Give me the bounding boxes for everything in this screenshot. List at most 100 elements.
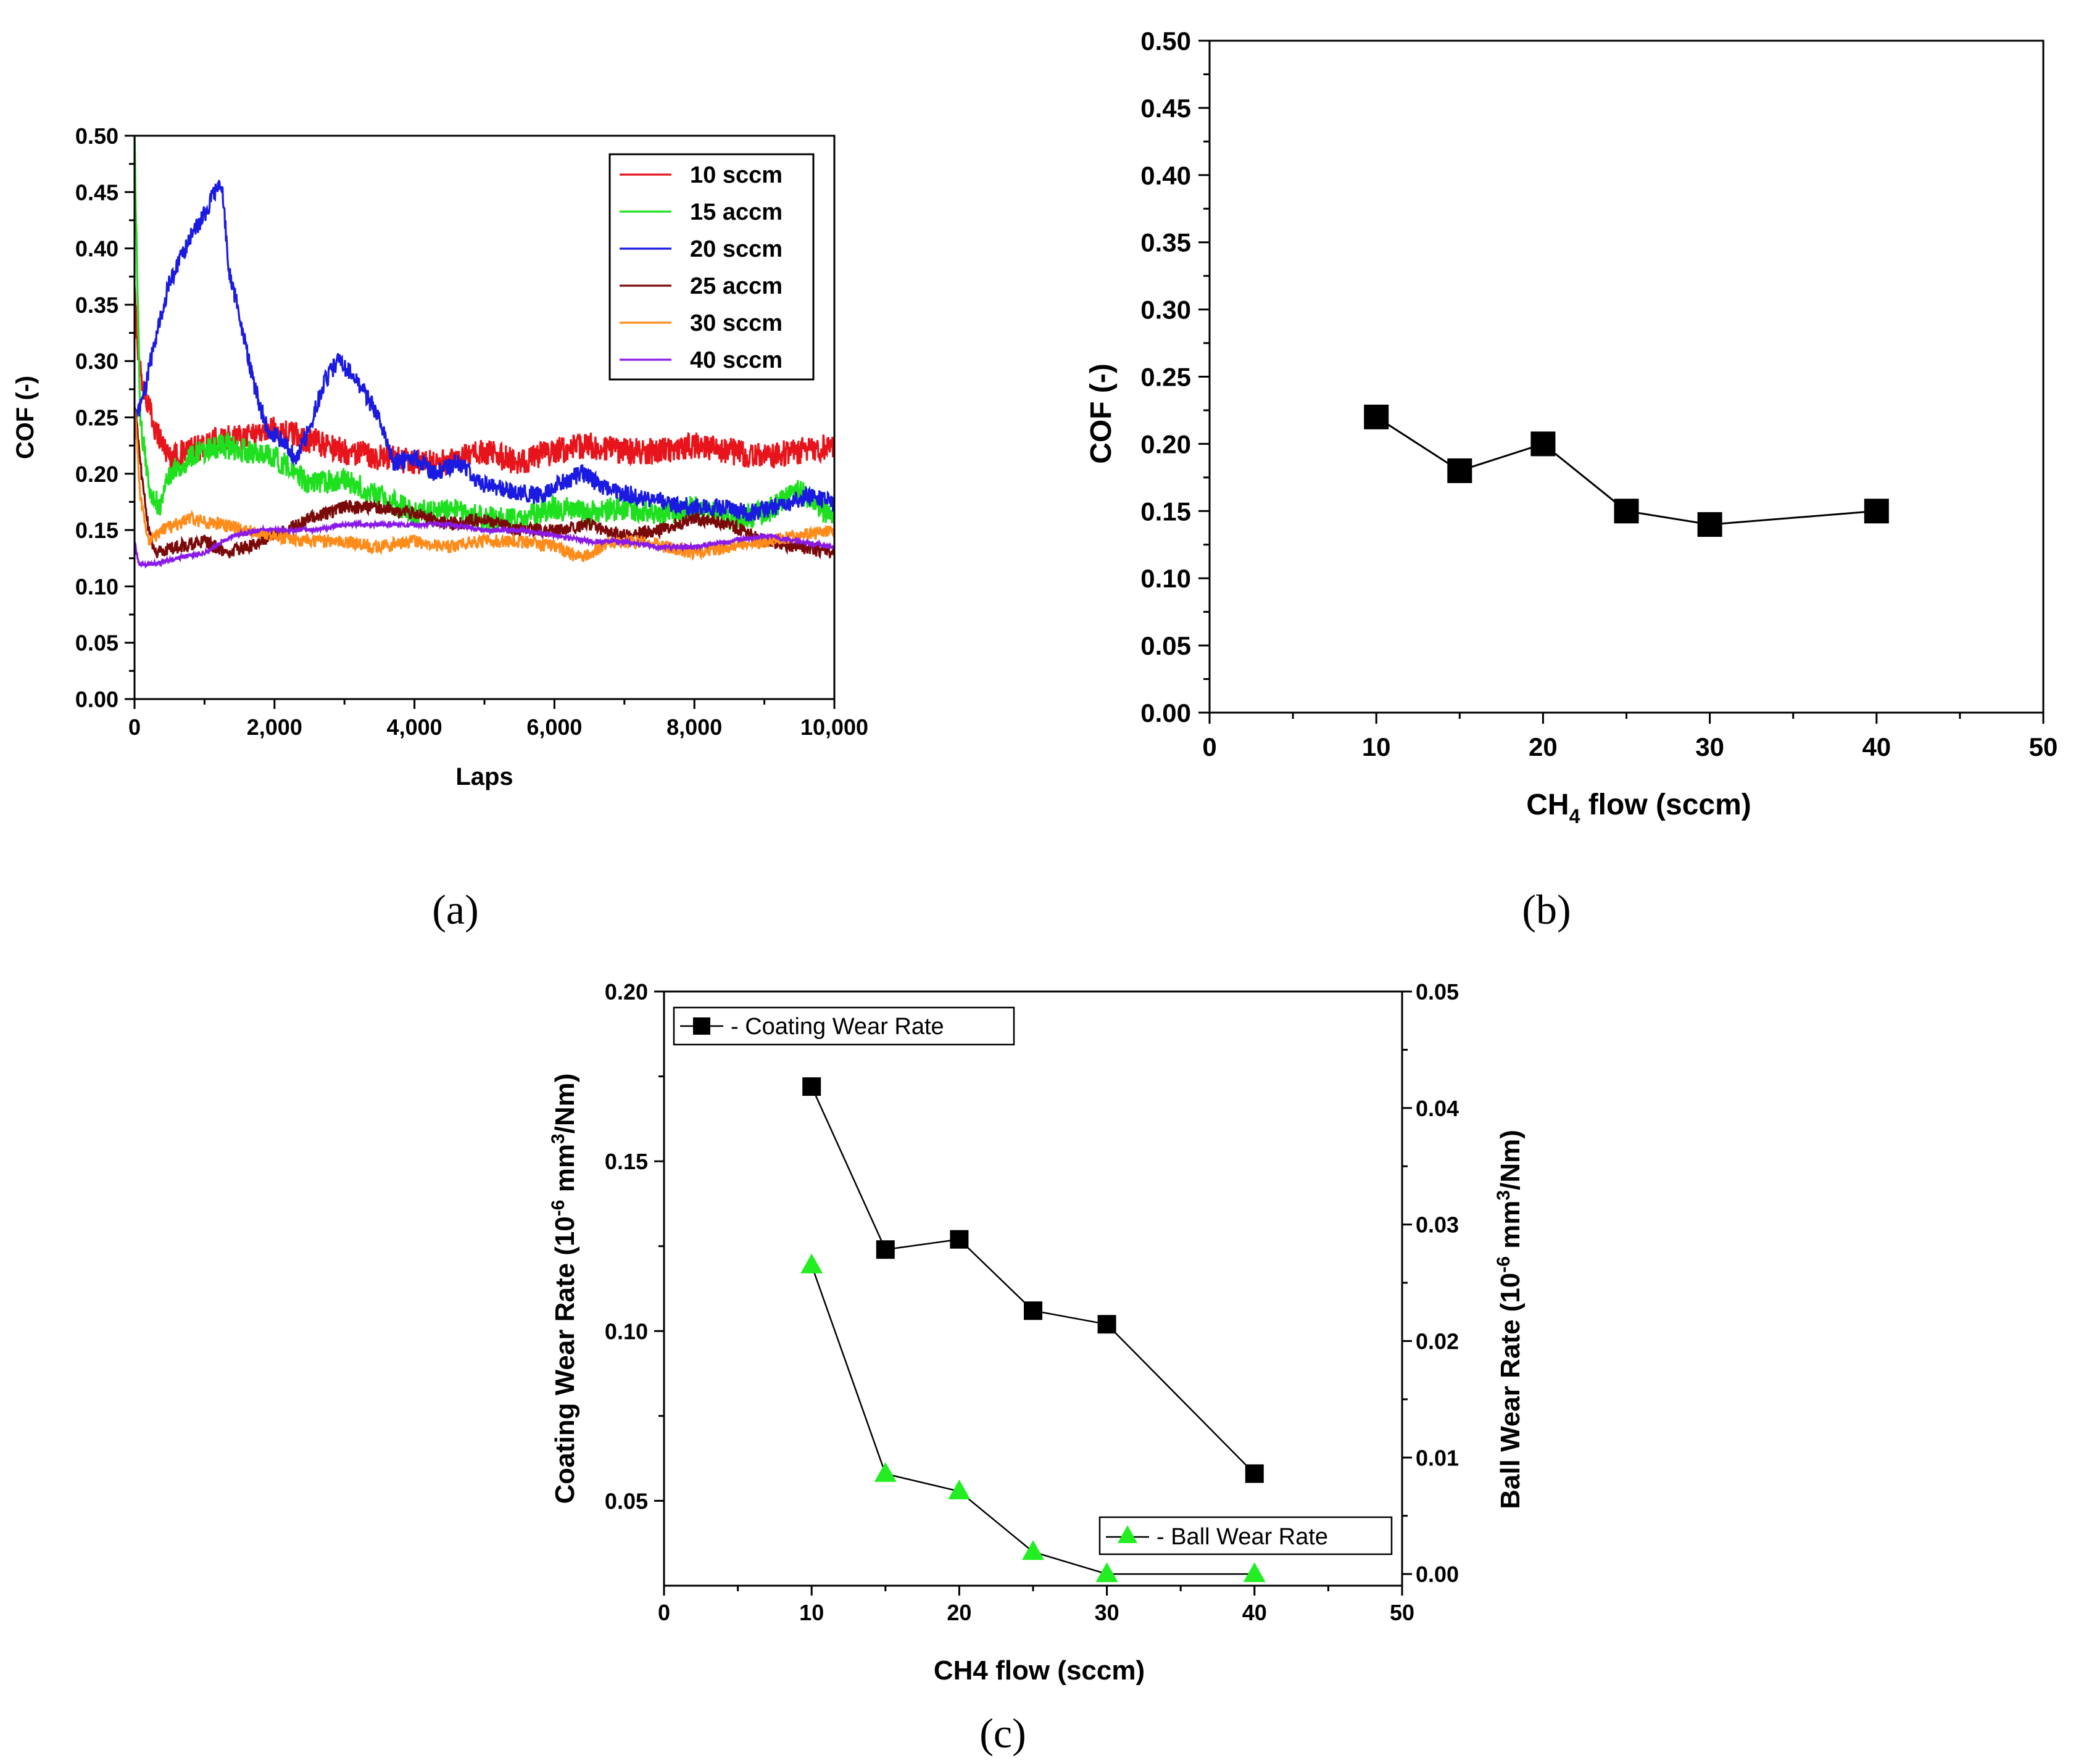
x-tick-label-c: 40: [1242, 1600, 1267, 1625]
data-point-b: [1530, 431, 1556, 457]
x-tick-label-b: 40: [1862, 732, 1891, 761]
x-tick-label-a: 4,000: [387, 714, 442, 740]
y-left-label-pre: Coating Wear Rate (10: [550, 1216, 580, 1504]
data-point-c-square: [1024, 1301, 1042, 1320]
x-tick-label-a: 10,000: [800, 714, 868, 740]
legend-c-ball-box: [1098, 1516, 1393, 1555]
panel-label-a: (a): [432, 886, 478, 933]
x-tick-label-c: 10: [799, 1600, 824, 1625]
x-axis-label-b: CH4 flow (sccm): [1526, 789, 1751, 827]
y-right-label-mid: mm: [1495, 1201, 1526, 1256]
legend-a-label-0: 10 sccm: [690, 162, 783, 188]
panel-b: 0.00 0.05 0.10 0.15 0.20 0.25 0.30 0.35 0.40 0.45…: [1085, 27, 2057, 933]
y-left-tick-label-c: 0.20: [605, 979, 648, 1004]
legend-a-label-2: 20 sccm: [690, 236, 783, 262]
x-tick-label-a: 8,000: [666, 714, 722, 740]
x-axis-label-b-main: CH: [1526, 789, 1569, 821]
y-left-axis-label-c: Coating Wear Rate (10-6 mm3/Nm): [548, 1074, 580, 1504]
x-tick-label-b: 20: [1529, 732, 1558, 761]
y-right-label-sup: -6: [1493, 1256, 1514, 1273]
data-point-c-square: [802, 1077, 821, 1096]
y-tick-label-b: 0.40: [1140, 161, 1191, 190]
x-tick-label-c: 0: [658, 1600, 670, 1625]
x-tick-label-b: 0: [1202, 732, 1216, 761]
y-right-label-sup2: 3: [1493, 1190, 1514, 1201]
y-right-axis-label-c: Ball Wear Rate (10-6 mm3/Nm): [1493, 1130, 1526, 1509]
x-tick-label-b: 10: [1362, 732, 1391, 761]
series-line-a-0: [135, 285, 834, 476]
legend-c-ball-label: - Ball Wear Rate: [1156, 1524, 1328, 1550]
data-point-c-square: [950, 1230, 969, 1249]
y-tick-label-b: 0.20: [1140, 429, 1191, 458]
y-tick-label-b: 0.35: [1140, 228, 1191, 257]
y-left-label-sup: -6: [548, 1200, 568, 1217]
x-axis-label-c: CH4 flow (sccm): [934, 1655, 1145, 1686]
data-point-b: [1364, 404, 1389, 429]
data-point-b: [1447, 458, 1472, 483]
panel-c: 0.05 0.10 0.15 0.20 0.00 0.01 0.02 0.03 0.04 0.05…: [548, 979, 1526, 1757]
y-right-tick-label-c: 0.02: [1416, 1328, 1459, 1354]
data-point-c-square: [1097, 1315, 1116, 1334]
y-tick-label-a: 0.50: [75, 123, 118, 149]
series-line-a-2: [135, 180, 834, 523]
y-left-label-post: /Nm): [550, 1074, 580, 1134]
x-axis-label-b-sub: 4: [1569, 805, 1580, 827]
series-line-c-1: [811, 1265, 1255, 1575]
data-point-c-triangle: [800, 1253, 823, 1273]
y-tick-label-b: 0.45: [1140, 94, 1191, 123]
panel-a: 0.00 0.05 0.10 0.15 0.20 0.25 0.30 0.35 0.40 0.45…: [12, 123, 868, 933]
y-tick-label-a: 0.25: [75, 405, 118, 431]
data-point-c-triangle: [874, 1462, 897, 1482]
data-point-c-triangle: [1095, 1562, 1118, 1583]
y-right-label-post: /Nm): [1495, 1130, 1526, 1190]
y-tick-label-b: 0.00: [1140, 698, 1191, 727]
legend-c-coating-box: [673, 1006, 1015, 1046]
x-tick-label-a: 0: [128, 714, 141, 740]
legend-a-label-3: 25 accm: [690, 273, 783, 299]
legend-a-box: [608, 153, 815, 381]
y-right-tick-label-c: 0.03: [1416, 1212, 1459, 1238]
panel-label-c: (c): [979, 1710, 1026, 1757]
data-point-b: [1697, 512, 1722, 537]
y-tick-label-b: 0.25: [1140, 363, 1191, 392]
y-axis-label-a: COF (-): [12, 376, 39, 460]
y-left-tick-label-c: 0.15: [605, 1149, 648, 1174]
y-right-label-pre: Ball Wear Rate (10: [1495, 1273, 1526, 1509]
y-left-tick-label-c: 0.05: [605, 1488, 648, 1513]
series-line-c-0: [811, 1086, 1255, 1475]
x-tick-label-a: 6,000: [526, 714, 582, 740]
data-point-b: [1864, 499, 1889, 524]
data-point-c-triangle: [1022, 1540, 1044, 1560]
y-tick-label-a: 0.15: [75, 518, 118, 543]
y-left-tick-label-c: 0.10: [605, 1319, 648, 1344]
y-tick-label-b: 0.10: [1140, 564, 1191, 593]
x-tick-label-c: 50: [1390, 1600, 1414, 1625]
x-axis-label-b-tail: flow (sccm): [1580, 789, 1751, 821]
y-tick-label-b: 0.30: [1140, 296, 1191, 325]
y-right-tick-label-c: 0.00: [1416, 1562, 1459, 1587]
legend-a-label-5: 40 sccm: [690, 347, 783, 373]
y-tick-label-a: 0.40: [75, 236, 118, 262]
y-right-tick-label-c: 0.01: [1416, 1445, 1459, 1470]
data-point-c-triangle: [948, 1480, 971, 1500]
series-line-a-3: [135, 407, 834, 560]
y-left-label-sup2: 3: [548, 1133, 568, 1144]
panel-label-b: (b): [1522, 886, 1571, 933]
y-tick-label-a: 0.45: [75, 180, 118, 205]
y-tick-label-a: 0.30: [75, 349, 118, 374]
y-tick-label-b: 0.05: [1140, 631, 1191, 660]
y-right-tick-label-c: 0.04: [1416, 1096, 1459, 1121]
x-tick-label-c: 20: [947, 1600, 971, 1625]
y-tick-label-a: 0.10: [75, 574, 118, 599]
x-axis-label-a: Laps: [455, 763, 513, 790]
y-left-label-mid: mm: [550, 1144, 580, 1199]
y-tick-label-a: 0.35: [75, 292, 118, 318]
y-tick-label-a: 0.05: [75, 631, 118, 656]
y-axis-label-b: COF (-): [1085, 363, 1118, 464]
x-tick-label-b: 30: [1695, 732, 1724, 761]
data-point-c-triangle: [1243, 1562, 1266, 1583]
y-right-tick-label-c: 0.05: [1416, 979, 1459, 1004]
y-tick-label-a: 0.20: [75, 462, 118, 487]
data-point-b: [1614, 499, 1639, 524]
